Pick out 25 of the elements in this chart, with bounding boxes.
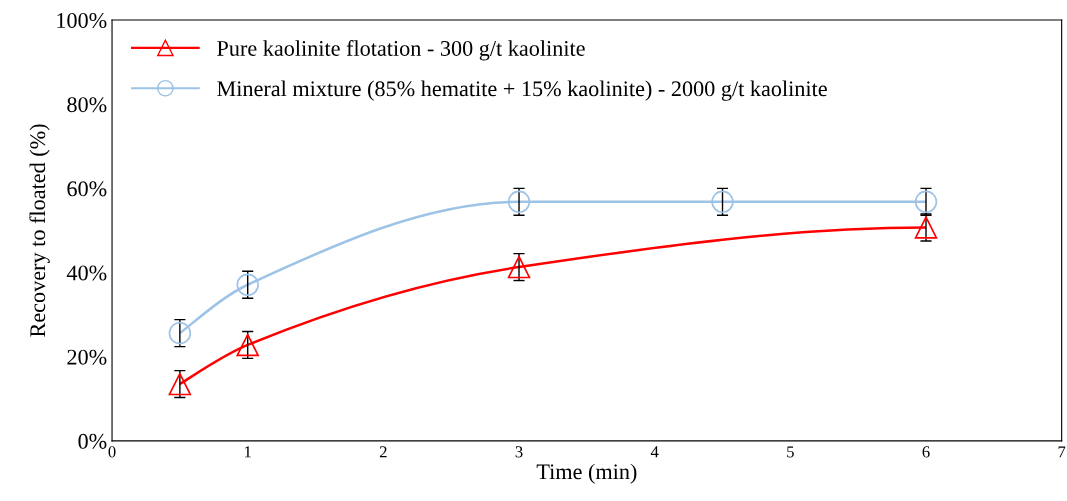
x-tick-label: 0: [108, 446, 116, 458]
x-tick-label: 1: [245, 446, 251, 458]
x-tick-label: 3: [515, 446, 523, 458]
point: [236, 273, 259, 297]
x-tick-label: 5: [787, 446, 794, 458]
y-tick-label: 20%: [67, 349, 107, 365]
y-tick-label: 80%: [67, 97, 107, 113]
x-tick-label: 7: [1058, 446, 1066, 458]
point: [507, 255, 531, 279]
x-tick-label: 2: [379, 446, 387, 458]
legend-label: Pure kaolinite flotation - 300 g/t kaolinite: [217, 40, 585, 61]
point: [507, 190, 531, 214]
x-axis-title: Time (min): [536, 463, 637, 484]
legend-label: Mineral mixture (85% hematite + 15% kaolinite) - 2000 g/t kaolinite: [217, 80, 827, 101]
point: [711, 190, 734, 214]
y-axis-title: Recovery to floated (%): [29, 124, 50, 337]
y-tick-label: 60%: [67, 181, 107, 197]
point: [168, 321, 192, 345]
y-tick-label: 0%: [78, 433, 107, 449]
point: [168, 372, 192, 396]
y-tick-label: 100%: [57, 12, 107, 29]
x-tick-label: 4: [650, 446, 659, 458]
point: [236, 333, 259, 357]
y-tick-label: 40%: [66, 265, 107, 281]
x-tick-label: 6: [922, 446, 930, 458]
